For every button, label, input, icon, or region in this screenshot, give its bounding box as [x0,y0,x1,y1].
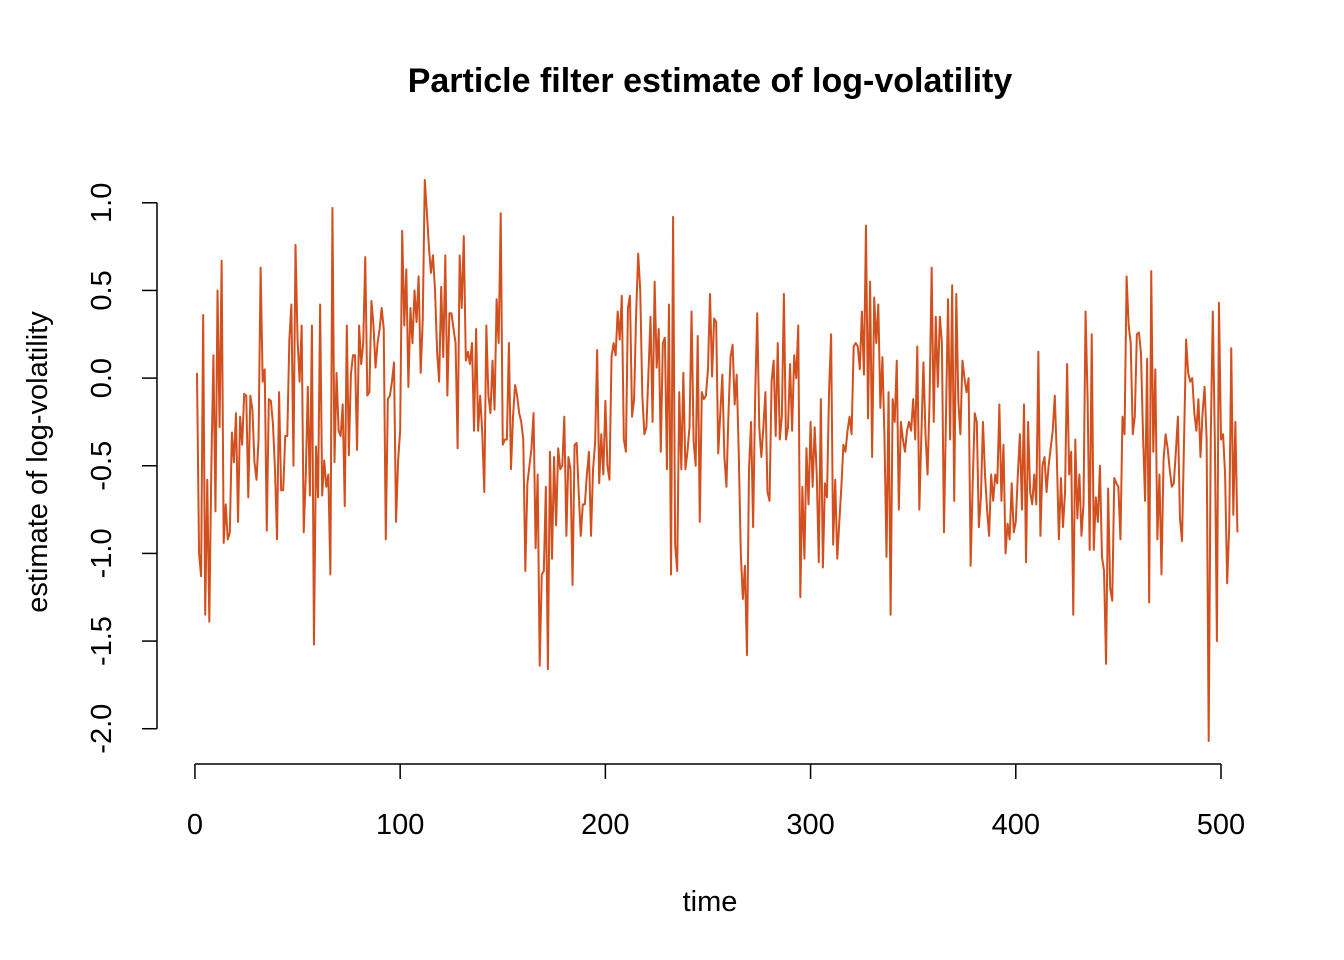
y-tick-label: -1.5 [86,616,118,666]
y-tick-label: -1.0 [86,528,118,578]
y-axis: -2.0 -1.5 -1.0 -0.5 0.0 0.5 1.0 [86,183,158,754]
chart-title: Particle filter estimate of log-volatili… [408,62,1013,100]
y-tick-label: -0.5 [86,441,118,491]
y-tick-label: 0.0 [86,358,118,398]
x-tick-label: 500 [1197,809,1245,841]
x-tick-label: 100 [376,809,424,841]
y-tick-label: 0.5 [86,270,118,310]
series-line [196,179,1239,742]
y-tick-label: -2.0 [86,704,118,754]
y-axis-label: estimate of log-volatility [22,311,54,613]
x-tick-label: 300 [786,809,834,841]
x-axis-label: time [683,886,738,918]
x-tick-label: 400 [992,809,1040,841]
y-tick-label: 1.0 [86,183,118,223]
series-group [196,179,1239,742]
x-tick-label: 0 [187,809,203,841]
x-axis: 0 100 200 300 400 500 [187,763,1245,841]
x-tick-label: 200 [581,809,629,841]
